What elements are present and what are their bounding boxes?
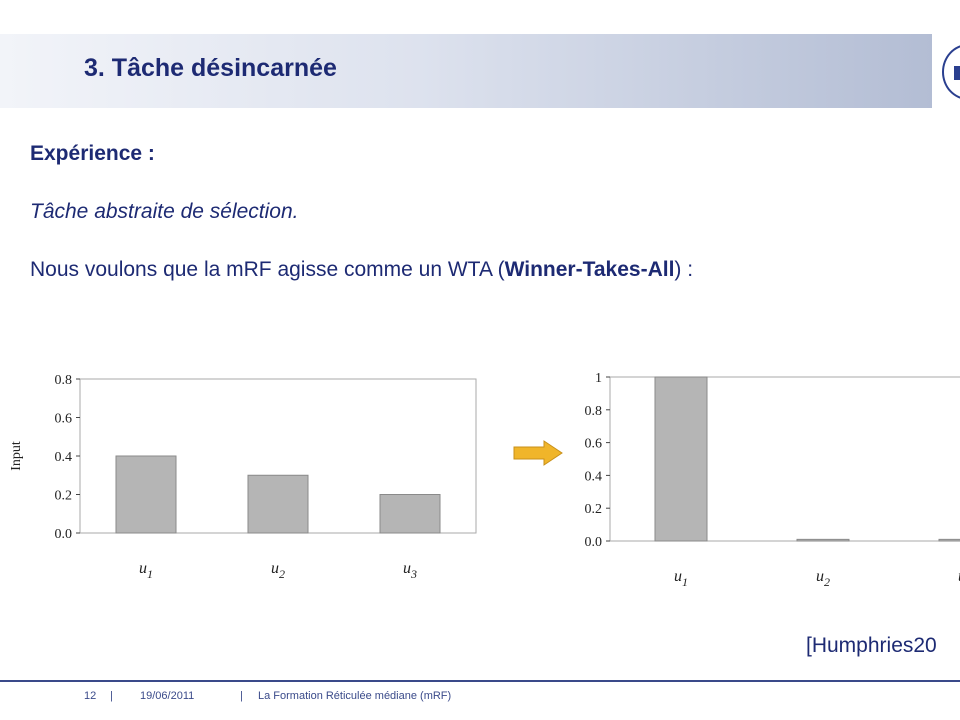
footer-date: 19/06/2011 xyxy=(140,690,195,702)
wta-prefix: Nous voulons que la mRF agisse comme un … xyxy=(30,258,505,281)
x-category-label: u2 xyxy=(271,560,285,581)
x-category-label: u1 xyxy=(674,568,688,589)
bar xyxy=(247,474,309,534)
experience-heading: Expérience : xyxy=(30,142,155,165)
slide-title: 3. Tâche désincarnée xyxy=(84,54,337,82)
bar xyxy=(379,494,441,534)
arrow-shape xyxy=(513,440,563,466)
bar xyxy=(938,538,960,542)
footer-text: La Formation Réticulée médiane (mRF) xyxy=(258,690,452,702)
wta-sentence: Nous voulons que la mRF agisse comme un … xyxy=(30,258,693,282)
input-bar-chart: 0.0 0.2 0.4 0.6 0.8 Input u1 u2 u3 xyxy=(9,373,477,581)
x-category-label: u3 xyxy=(958,568,960,589)
x-category-label: u2 xyxy=(816,568,830,589)
logo-mark xyxy=(954,66,960,80)
y-tick-label: 0.8 xyxy=(585,404,603,419)
bar xyxy=(796,538,850,542)
reference-citation: [Humphries20 xyxy=(806,634,937,657)
footer-divider xyxy=(0,680,960,682)
footer-separator: | xyxy=(110,690,113,702)
arrow-icon xyxy=(513,440,563,466)
wta-term: Winner-Takes-All xyxy=(504,258,675,281)
task-description: Tâche abstraite de sélection. xyxy=(30,200,299,223)
footer-page-number: 12 xyxy=(84,690,97,702)
bar xyxy=(654,376,708,542)
university-logo xyxy=(932,34,960,112)
output-bar-chart: 0.00.20.40.60.81Outputu1u2u3 xyxy=(585,371,960,589)
y-tick-label: 0.6 xyxy=(55,412,73,427)
y-tick-label: 0.2 xyxy=(55,489,73,504)
x-category-label: u3 xyxy=(403,560,417,581)
y-tick-label: 0.8 xyxy=(55,373,73,388)
footer-separator: | xyxy=(240,690,243,702)
y-tick-label: 0.6 xyxy=(585,437,603,452)
y-tick-label: 0.4 xyxy=(55,450,73,465)
bar xyxy=(115,455,177,534)
y-tick-label: 0.2 xyxy=(585,502,603,517)
y-tick-label: 0.0 xyxy=(585,535,603,550)
y-tick-label: 0.0 xyxy=(55,527,73,542)
y-tick-label: 1 xyxy=(595,371,602,386)
y-tick-label: 0.4 xyxy=(585,469,603,484)
x-category-label: u1 xyxy=(139,560,153,581)
title-bar: 3. Tâche désincarnée xyxy=(0,34,932,108)
wta-suffix: ) : xyxy=(674,258,694,281)
y-axis-label: Input xyxy=(9,441,24,471)
